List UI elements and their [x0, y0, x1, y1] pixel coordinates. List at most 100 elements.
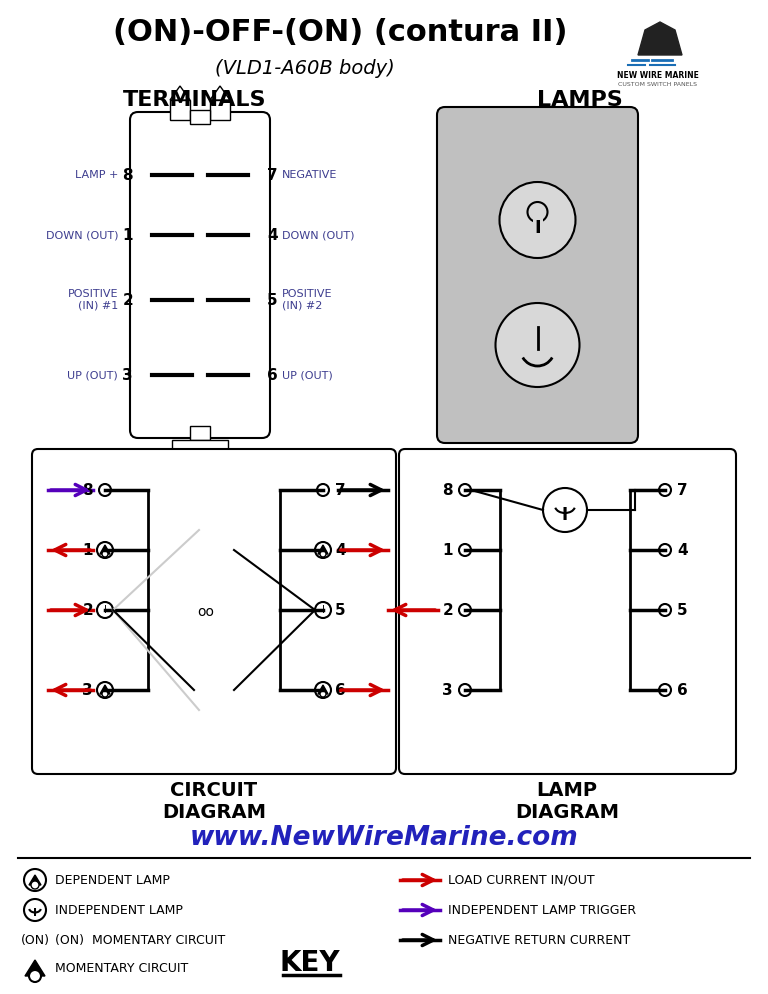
Text: (ON)  MOMENTARY CIRCUIT: (ON) MOMENTARY CIRCUIT	[55, 933, 225, 946]
Circle shape	[315, 542, 331, 558]
Text: INDEPENDENT LAMP: INDEPENDENT LAMP	[55, 904, 183, 916]
FancyBboxPatch shape	[130, 112, 270, 438]
Circle shape	[97, 542, 113, 558]
Circle shape	[459, 604, 471, 616]
FancyBboxPatch shape	[437, 107, 638, 443]
Text: NEGATIVE RETURN CURRENT: NEGATIVE RETURN CURRENT	[448, 933, 631, 946]
Circle shape	[315, 602, 331, 618]
Polygon shape	[318, 545, 328, 554]
Text: 4: 4	[267, 228, 277, 243]
Text: 7: 7	[267, 168, 277, 183]
Circle shape	[320, 691, 326, 697]
FancyBboxPatch shape	[32, 449, 396, 774]
Text: DEPENDENT LAMP: DEPENDENT LAMP	[55, 874, 170, 887]
Text: 5: 5	[677, 602, 687, 617]
Text: KEY: KEY	[280, 949, 340, 977]
Text: 8: 8	[442, 482, 453, 498]
Text: LAMPS: LAMPS	[537, 90, 623, 110]
Text: I: I	[104, 605, 107, 615]
Text: I: I	[322, 605, 324, 615]
Text: www.NewWireMarine.com: www.NewWireMarine.com	[190, 825, 578, 851]
Circle shape	[659, 544, 671, 556]
Text: TERMINALS: TERMINALS	[123, 90, 266, 110]
Circle shape	[29, 970, 41, 982]
Polygon shape	[25, 960, 45, 976]
Text: 2: 2	[122, 292, 133, 307]
Polygon shape	[100, 545, 110, 554]
Text: 4: 4	[335, 543, 346, 558]
Text: LAMP: LAMP	[537, 780, 598, 799]
Circle shape	[459, 684, 471, 696]
Text: 2: 2	[82, 602, 93, 617]
Circle shape	[459, 544, 471, 556]
Bar	[210, 100, 230, 120]
Text: 5: 5	[267, 292, 277, 307]
Polygon shape	[210, 86, 230, 100]
Circle shape	[499, 182, 575, 258]
Polygon shape	[29, 875, 41, 885]
Bar	[170, 100, 190, 120]
Text: DIAGRAM: DIAGRAM	[162, 802, 266, 821]
Circle shape	[24, 899, 46, 921]
Text: CUSTOM SWITCH PANELS: CUSTOM SWITCH PANELS	[618, 82, 697, 86]
Circle shape	[24, 869, 46, 891]
Circle shape	[320, 551, 326, 557]
Circle shape	[659, 684, 671, 696]
Text: NEW WIRE MARINE: NEW WIRE MARINE	[617, 71, 699, 80]
Text: 7: 7	[335, 482, 346, 498]
Text: NEGATIVE: NEGATIVE	[282, 170, 337, 180]
Text: (VLD1-A60B body): (VLD1-A60B body)	[215, 59, 395, 78]
Text: INDEPENDENT LAMP TRIGGER: INDEPENDENT LAMP TRIGGER	[448, 904, 636, 916]
Circle shape	[659, 484, 671, 496]
Bar	[190, 426, 210, 440]
Text: POSITIVE
(IN) #1: POSITIVE (IN) #1	[68, 289, 118, 311]
Bar	[172, 440, 228, 452]
Text: 6: 6	[335, 683, 346, 698]
Circle shape	[528, 202, 548, 222]
Polygon shape	[100, 685, 110, 694]
Text: 3: 3	[122, 368, 133, 383]
Text: I: I	[562, 506, 568, 524]
Text: 5: 5	[335, 602, 346, 617]
Circle shape	[543, 488, 587, 532]
Text: 8: 8	[122, 168, 133, 183]
Text: 1: 1	[123, 228, 133, 243]
Text: CIRCUIT: CIRCUIT	[170, 780, 257, 799]
Text: UP (OUT): UP (OUT)	[282, 370, 333, 380]
Circle shape	[97, 682, 113, 698]
Text: I: I	[535, 219, 541, 237]
Circle shape	[317, 484, 329, 496]
Circle shape	[102, 551, 108, 557]
Text: DOWN (OUT): DOWN (OUT)	[45, 230, 118, 240]
Circle shape	[97, 602, 113, 618]
Text: 1: 1	[442, 543, 453, 558]
Text: 6: 6	[677, 683, 688, 698]
Text: 1: 1	[82, 543, 93, 558]
Bar	[532, 215, 542, 233]
Text: (ON): (ON)	[21, 933, 49, 946]
Circle shape	[31, 881, 39, 889]
Text: 3: 3	[82, 683, 93, 698]
Text: DIAGRAM: DIAGRAM	[515, 802, 619, 821]
Text: (ON)-OFF-(ON) (contura II): (ON)-OFF-(ON) (contura II)	[113, 18, 568, 47]
Text: LOAD CURRENT IN/OUT: LOAD CURRENT IN/OUT	[448, 874, 594, 887]
Circle shape	[495, 303, 580, 387]
Text: 8: 8	[82, 482, 93, 498]
Circle shape	[659, 604, 671, 616]
Polygon shape	[318, 685, 328, 694]
Polygon shape	[208, 452, 228, 468]
Polygon shape	[638, 22, 682, 55]
Text: 3: 3	[442, 683, 453, 698]
Text: 2: 2	[442, 602, 453, 617]
Text: I: I	[33, 908, 37, 918]
Text: 4: 4	[677, 543, 687, 558]
Circle shape	[99, 484, 111, 496]
Text: oo: oo	[197, 605, 214, 619]
Text: 7: 7	[677, 482, 687, 498]
Bar	[190, 110, 210, 124]
Text: DOWN (OUT): DOWN (OUT)	[282, 230, 355, 240]
Text: LAMP +: LAMP +	[74, 170, 118, 180]
FancyBboxPatch shape	[399, 449, 736, 774]
Circle shape	[102, 691, 108, 697]
Circle shape	[315, 682, 331, 698]
